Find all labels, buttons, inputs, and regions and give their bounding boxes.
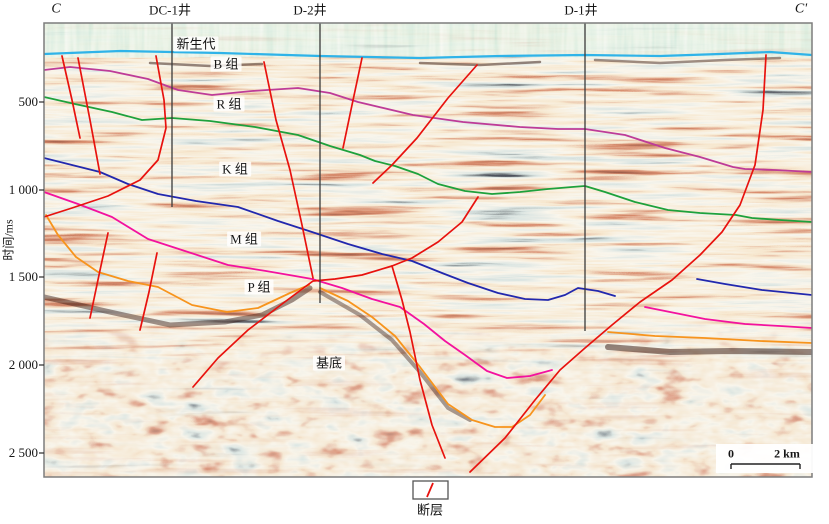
axis-tick-label-2500: 2 500 [8,445,38,460]
fault-line [342,57,363,149]
section-end-label-left: C [51,1,61,17]
fault-line [391,265,446,459]
plot-border [43,22,813,478]
axis-tick-marks [39,101,44,454]
faults [44,54,767,473]
fault-line [139,252,158,331]
axis-tick-label-1000: 1 000 [8,182,38,197]
stratum-label-b: B 组 [210,56,242,72]
legend-fault-line [426,482,434,498]
axis-tick-label-1500: 1 500 [8,269,38,284]
strong-reflector [593,56,782,65]
strong-reflector [418,60,542,67]
strong-reflector [148,61,264,68]
strong-reflector [318,290,472,422]
fault-line [469,54,767,473]
stratum-label-basement: 基底 [312,355,346,371]
fault-line [372,64,478,184]
strong-reflectors [44,56,812,422]
legend-fault-label: 断层 [416,502,444,518]
stratum-label-cenozoic: 新生代 [173,36,219,52]
horizon-p-marker [45,214,812,428]
stratum-label-m: M 组 [227,231,261,247]
well-label-dc1: DC-1井 [149,2,191,18]
well-traces [171,23,586,331]
scale-bar-length-label: 2 km [774,446,800,461]
scale-bar-line [730,463,801,469]
fault-line [89,232,109,319]
shallow-stripes-texture [44,23,812,54]
stratum-label-r: R 组 [213,96,245,112]
fault-line [44,55,167,218]
stratum-label-p: P 组 [244,279,274,295]
stratum-label-k: K 组 [219,161,251,177]
fault-line [263,61,314,279]
well-label-d2: D-2井 [293,2,327,18]
scale-bar [716,444,814,473]
horizon-b-base [44,66,812,173]
fault-line [61,55,81,139]
horizon-r-base [44,96,812,223]
scale-bar-zero-label: 0 [728,446,734,461]
strong-reflector [605,344,812,356]
horizons [44,49,812,428]
horizon-cenozoic-base [44,49,812,60]
horizon-k-base [44,157,812,301]
fault-line [192,196,479,388]
axis-tick-label-500: 500 [18,94,39,109]
basement-texture [44,295,812,477]
section-end-label-right: C' [794,1,808,17]
scale-bar-backdrop [716,444,814,473]
well-label-d1: D-1井 [564,2,598,18]
fault-line [77,57,101,175]
legend-fault-symbol [412,480,449,500]
strong-reflector [44,285,313,328]
time-axis-label: 时间/ms [1,219,16,261]
axis-tick-label-2000: 2 000 [8,357,38,372]
horizon-m-base [44,191,812,379]
